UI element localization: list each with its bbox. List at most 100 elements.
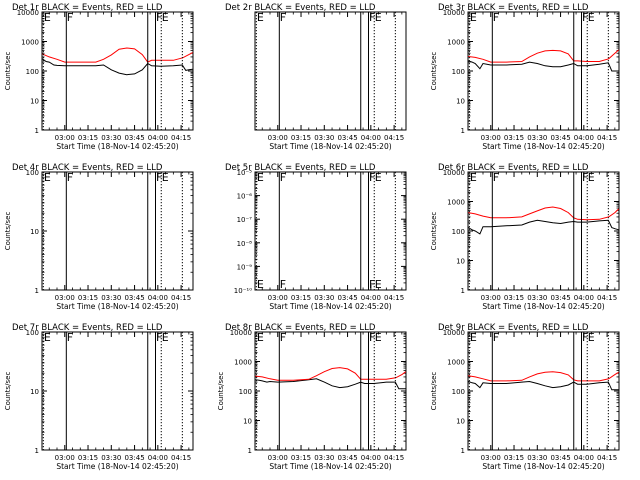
marker-label: E xyxy=(257,331,264,344)
panel-title: Det 4r BLACK = Events, RED = LLD xyxy=(12,163,163,173)
y-tick-label: 1000 xyxy=(234,359,252,367)
x-tick-label: 04:15 xyxy=(171,134,191,142)
y-tick-label: 10 xyxy=(30,98,39,106)
y-tick-label: 10⁻⁵ xyxy=(237,169,253,177)
marker-label: F xyxy=(280,278,286,291)
y-tick-label: 10000 xyxy=(443,9,465,17)
marker-label: F xyxy=(280,11,286,24)
x-axis-label: Start Time (18-Nov-14 02:45:20) xyxy=(482,142,604,151)
y-tick-label: 100 xyxy=(26,169,39,177)
marker-label: E xyxy=(375,171,382,184)
marker-label: F xyxy=(369,278,375,291)
y-tick-label: 10⁻⁷ xyxy=(237,216,253,224)
marker-label: E xyxy=(588,331,595,344)
x-tick-label: 03:30 xyxy=(314,134,334,142)
x-tick-label: 03:30 xyxy=(527,134,547,142)
x-tick-label: 04:15 xyxy=(384,454,404,462)
x-tick-label: 04:00 xyxy=(361,134,381,142)
y-tick-label: 10 xyxy=(243,418,252,426)
x-tick-label: 03:30 xyxy=(527,454,547,462)
plot-frame xyxy=(254,331,407,451)
plot-frame xyxy=(254,171,407,291)
marker-label: E xyxy=(470,331,477,344)
events-series-line xyxy=(468,219,619,235)
plot-frame xyxy=(467,11,620,131)
y-tick-label: 10000 xyxy=(17,9,39,17)
x-tick-label: 03:30 xyxy=(101,294,121,302)
x-tick-label: 04:15 xyxy=(384,134,404,142)
marker-label: F xyxy=(369,11,375,24)
y-tick-label: 100 xyxy=(452,388,465,396)
marker-label: E xyxy=(44,11,51,24)
x-tick-label: 03:00 xyxy=(55,294,75,302)
y-tick-label: 1000 xyxy=(447,39,465,47)
plot-frame xyxy=(254,11,407,131)
y-tick-label: 10000 xyxy=(230,329,252,337)
panel-det-4: Det 4r BLACK = Events, RED = LLD 1 10 100 Co… xyxy=(4,163,194,311)
panel-det-5: Det 5r BLACK = Events, RED = LLD 10⁻¹⁰ 10⁻… xyxy=(225,163,407,311)
marker-label: E xyxy=(44,171,51,184)
x-tick-label: 03:00 xyxy=(268,454,288,462)
marker-label: F xyxy=(280,331,286,344)
y-tick-label: 1000 xyxy=(447,359,465,367)
x-tick-label: 03:45 xyxy=(124,294,144,302)
panel-det-3: Det 3r BLACK = Events, RED = LLD 1 10 100 10… xyxy=(430,3,620,151)
plot-frame xyxy=(41,331,194,451)
x-tick-label: 04:15 xyxy=(384,294,404,302)
x-tick-label: 03:45 xyxy=(337,294,357,302)
lld-series-line xyxy=(255,367,407,381)
y-tick-label: 1 xyxy=(35,287,39,295)
x-tick-label: 04:00 xyxy=(148,454,168,462)
y-tick-label: 10 xyxy=(30,388,39,396)
x-tick-label: 04:15 xyxy=(171,454,191,462)
y-tick-label: 10 xyxy=(456,258,465,266)
x-tick-label: 03:15 xyxy=(291,454,311,462)
marker-label: F xyxy=(582,11,588,24)
marker-label: F xyxy=(582,171,588,184)
marker-label: F xyxy=(67,171,73,184)
y-axis-label: Counts/sec xyxy=(4,212,12,251)
x-tick-label: 04:00 xyxy=(148,294,168,302)
y-tick-label: 1 xyxy=(35,447,39,455)
panel-det-8: Det 8r BLACK = Events, RED = LLD 1 10 100 10… xyxy=(217,323,407,471)
y-axis-label: Counts/sec xyxy=(4,372,12,411)
marker-label: E xyxy=(470,171,477,184)
x-tick-label: 03:30 xyxy=(101,134,121,142)
marker-label: E xyxy=(162,331,169,344)
lld-series-line xyxy=(42,47,193,63)
panel-title: Det 9r BLACK = Events, RED = LLD xyxy=(438,323,589,333)
x-tick-label: 03:00 xyxy=(481,454,501,462)
x-axis-label: Start Time (18-Nov-14 02:45:20) xyxy=(269,142,391,151)
plot-frame xyxy=(41,171,194,291)
x-tick-label: 03:30 xyxy=(101,454,121,462)
marker-label: F xyxy=(67,331,73,344)
events-series-line xyxy=(42,58,193,76)
x-tick-label: 03:15 xyxy=(504,134,524,142)
events-series-line xyxy=(255,378,406,390)
panel-title: Det 1r BLACK = Events, RED = LLD xyxy=(12,3,163,13)
x-tick-label: 03:15 xyxy=(78,454,98,462)
y-tick-label: 1 xyxy=(248,447,252,455)
x-tick-label: 03:00 xyxy=(268,134,288,142)
y-tick-label: 100 xyxy=(452,228,465,236)
lld-series-line xyxy=(468,206,620,221)
marker-label: F xyxy=(582,331,588,344)
y-axis-label: Counts/sec xyxy=(430,52,438,91)
y-tick-label: 100 xyxy=(26,329,39,337)
marker-label: E xyxy=(470,11,477,24)
y-tick-label: 1 xyxy=(35,127,39,135)
marker-label: F xyxy=(369,331,375,344)
x-tick-label: 03:15 xyxy=(291,294,311,302)
panel-title: Det 2r BLACK = Events, RED = LLD xyxy=(225,3,376,13)
marker-label: F xyxy=(156,171,162,184)
x-tick-label: 03:30 xyxy=(314,294,334,302)
y-tick-label: 1 xyxy=(461,127,465,135)
x-tick-label: 03:30 xyxy=(314,454,334,462)
y-tick-label: 10 xyxy=(456,98,465,106)
y-tick-label: 10 xyxy=(456,418,465,426)
x-tick-label: 04:00 xyxy=(574,294,594,302)
x-tick-label: 04:00 xyxy=(148,134,168,142)
marker-label: E xyxy=(44,331,51,344)
y-tick-label: 10⁻⁹ xyxy=(237,263,253,271)
lld-series-line xyxy=(468,49,620,63)
